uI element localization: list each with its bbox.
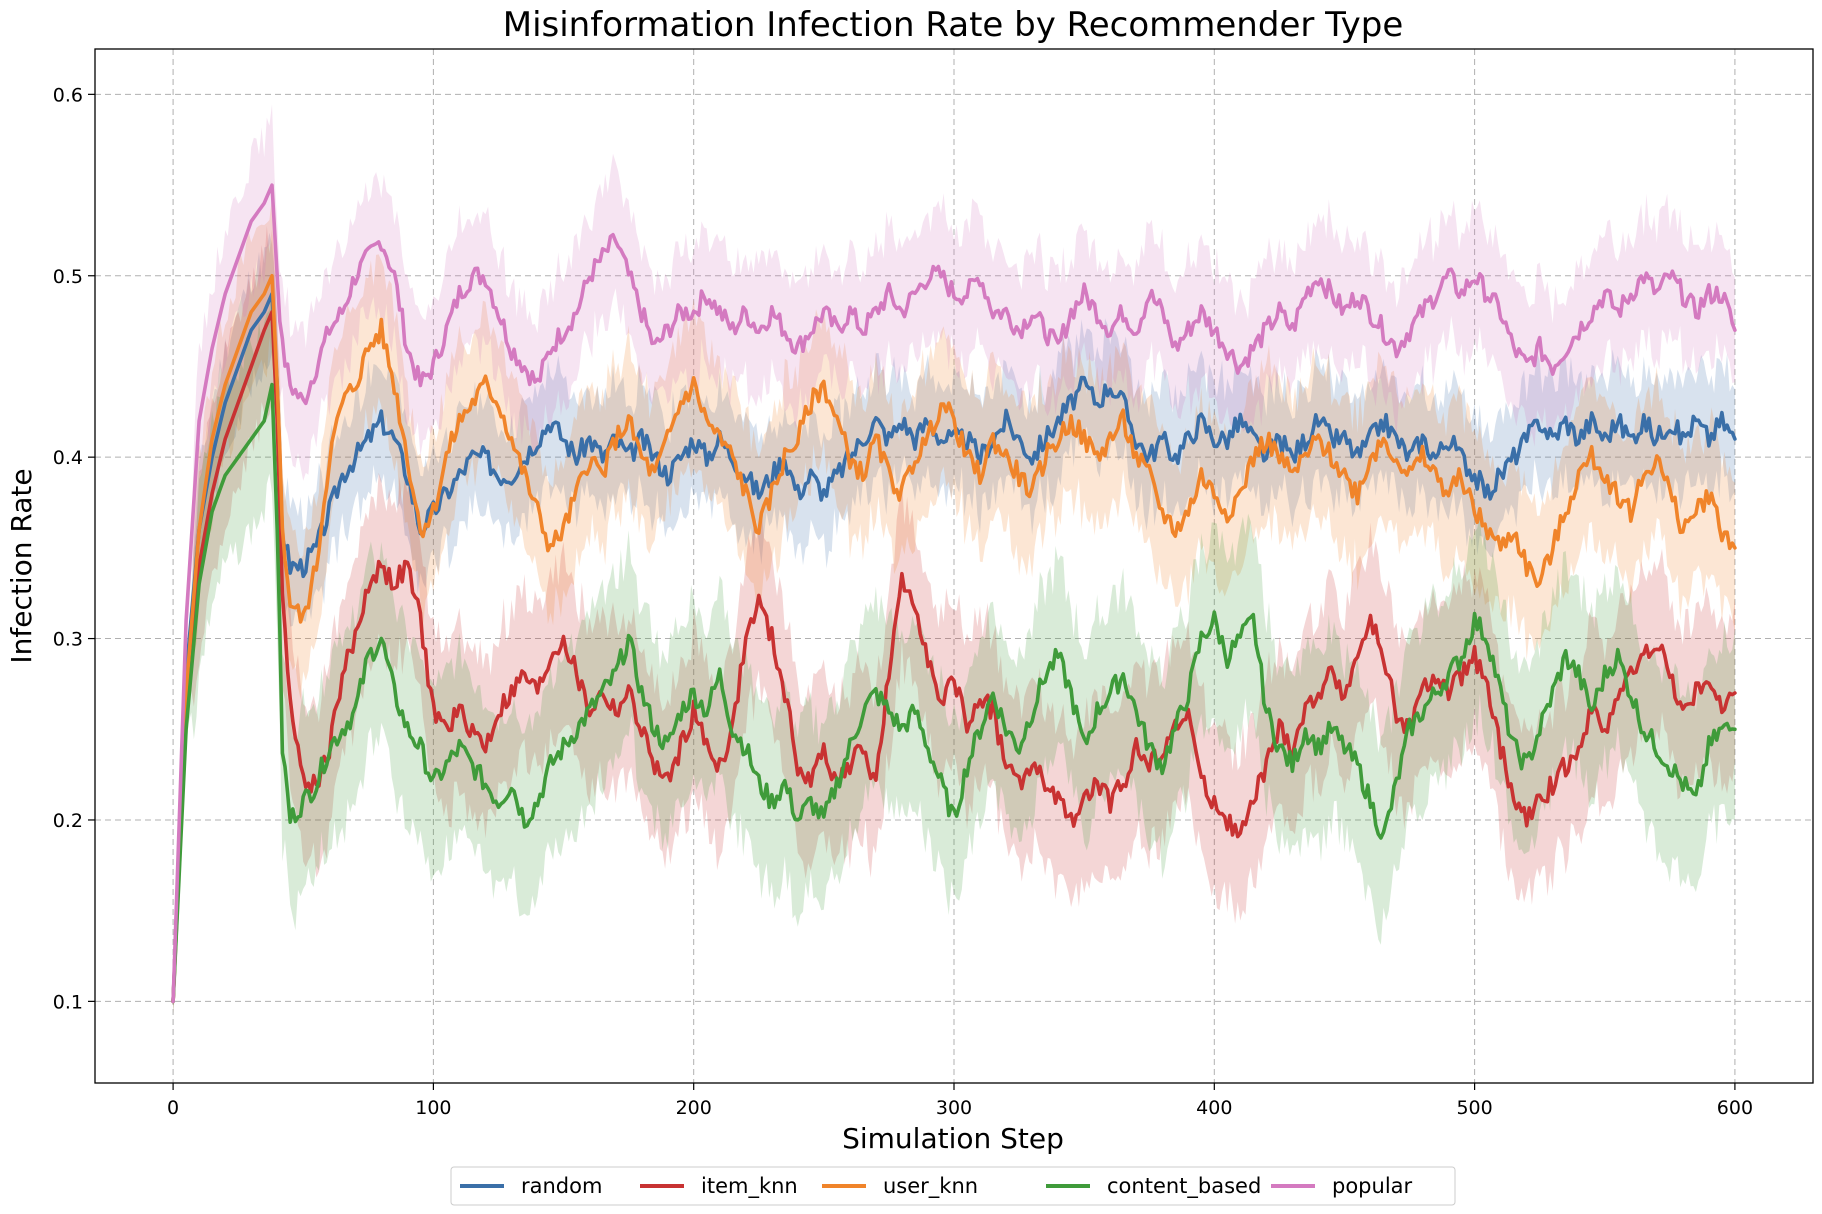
legend-item-user_knn: user_knn bbox=[822, 1174, 978, 1199]
x-tick-label: 500 bbox=[1456, 1097, 1492, 1119]
legend: random item_knn user_knn content_based popul… bbox=[450, 1166, 1456, 1206]
x-tick-label: 100 bbox=[415, 1097, 451, 1119]
band-content_based bbox=[173, 282, 1735, 1013]
series-line-popular bbox=[171, 183, 1737, 1004]
y-tick-label: 0.3 bbox=[53, 629, 83, 651]
y-tick-label: 0.6 bbox=[53, 84, 83, 106]
y-tick-label: 0.4 bbox=[53, 447, 83, 469]
y-axis-label: Infection Rate bbox=[5, 468, 38, 663]
series-line-content_based bbox=[171, 382, 1737, 1004]
x-tick-label: 0 bbox=[167, 1097, 179, 1119]
x-tick-label: 600 bbox=[1717, 1097, 1753, 1119]
band-user_knn bbox=[173, 196, 1735, 1010]
legend-label: item_knn bbox=[701, 1174, 798, 1199]
x-tick-label: 400 bbox=[1196, 1097, 1232, 1119]
band-item_knn bbox=[173, 225, 1735, 1014]
y-tick-label: 0.1 bbox=[53, 991, 83, 1013]
series-lines bbox=[171, 183, 1737, 1004]
legend-item-item_knn: item_knn bbox=[640, 1174, 798, 1199]
x-tick-label: 300 bbox=[936, 1097, 972, 1119]
legend-label: content_based bbox=[1107, 1174, 1261, 1199]
y-tick-label: 0.5 bbox=[53, 266, 83, 288]
x-axis-label: Simulation Step bbox=[842, 1122, 1064, 1155]
legend-frame bbox=[450, 1166, 1456, 1206]
legend-label: popular bbox=[1332, 1174, 1413, 1198]
series-line-item_knn bbox=[171, 310, 1737, 1004]
x-axis-ticks: 0 100 200 300 400 500 600 bbox=[167, 1083, 1753, 1119]
legend-item-popular: popular bbox=[1271, 1174, 1413, 1198]
band-popular bbox=[173, 104, 1735, 1003]
chart-title: Misinformation Infection Rate by Recomme… bbox=[503, 5, 1404, 45]
grid bbox=[95, 49, 1813, 1083]
series-line-user_knn bbox=[171, 274, 1737, 1004]
x-tick-label: 200 bbox=[676, 1097, 712, 1119]
legend-item-random: random bbox=[460, 1174, 602, 1198]
legend-label: random bbox=[521, 1174, 602, 1198]
legend-item-content_based: content_based bbox=[1046, 1174, 1261, 1199]
variability-bands bbox=[173, 104, 1735, 1014]
band-random bbox=[173, 232, 1735, 1008]
y-axis-ticks: 0.1 0.2 0.3 0.4 0.5 0.6 bbox=[53, 84, 95, 1013]
legend-label: user_knn bbox=[883, 1174, 978, 1199]
y-tick-label: 0.2 bbox=[53, 810, 83, 832]
